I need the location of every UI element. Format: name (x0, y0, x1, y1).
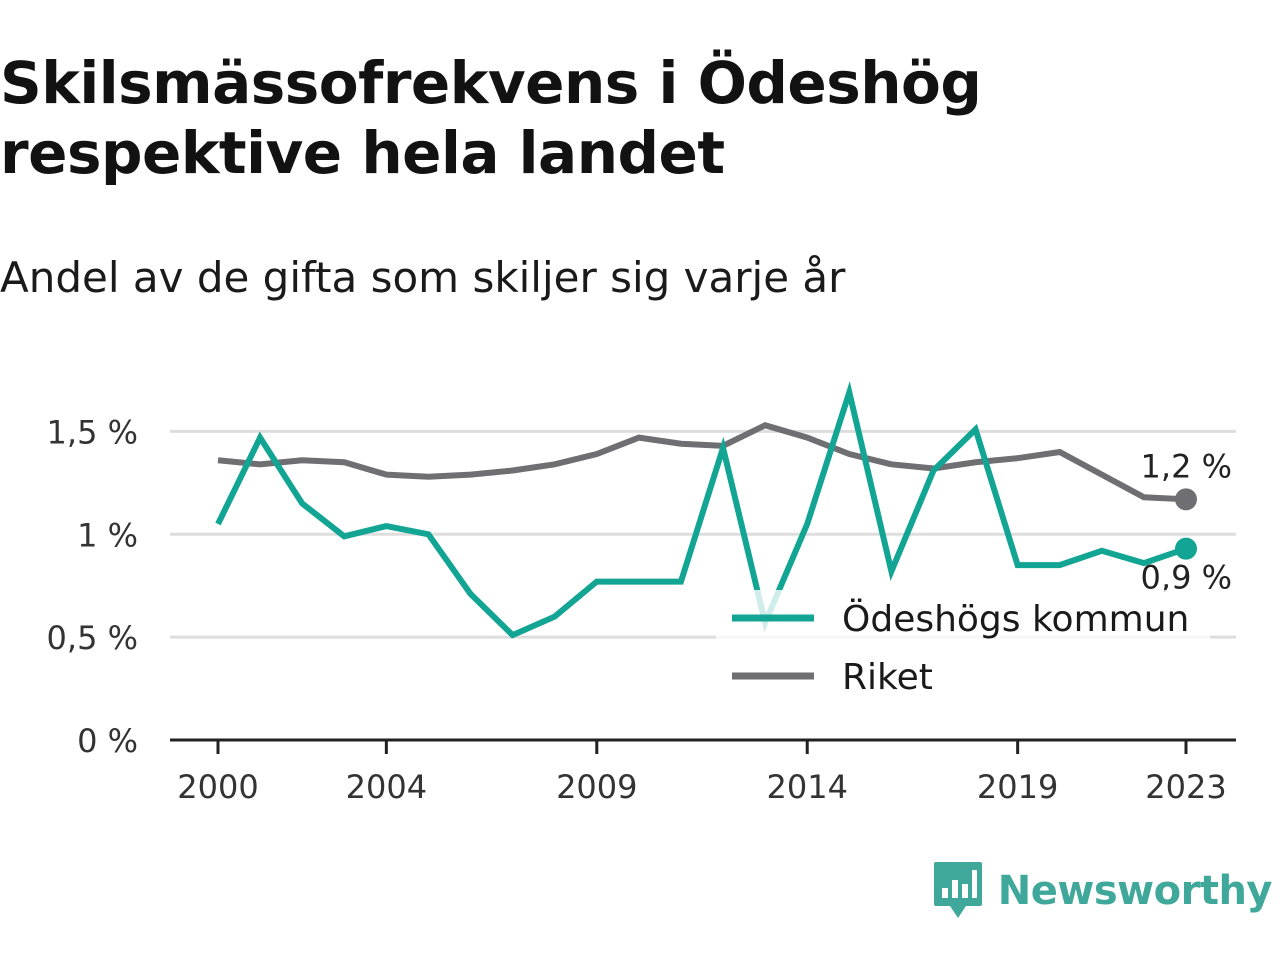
end-label-riket: 1,2 % (1141, 447, 1232, 485)
y-tick-label: 1 % (77, 516, 138, 554)
series-line-riket (217, 422, 1187, 503)
series-line-odeshog (215, 381, 1187, 639)
x-tick-label: 2023 (1145, 768, 1226, 806)
y-axis-ticks: 0 % 0,5 % 1 % 1,5 % (47, 413, 138, 760)
chart-subtitle: Andel av de gifta som skiljer sig varje … (0, 253, 846, 302)
y-tick-label: 1,5 % (47, 413, 138, 451)
legend-label-odeshog: Ödeshögs kommun (842, 598, 1189, 640)
x-tick-label: 2009 (556, 768, 637, 806)
series-lines: 1,2 %0,9 % (215, 381, 1232, 639)
legend-label-riket: Riket (842, 657, 933, 698)
x-tick-label: 2000 (177, 768, 258, 806)
end-point-odeshog (1175, 537, 1197, 560)
brand-name: Newsworthy (997, 868, 1273, 914)
y-tick-label: 0 % (77, 722, 138, 760)
newsworthy-logo: Newsworthy (932, 860, 1273, 922)
y-tick-label: 0,5 % (47, 619, 138, 657)
end-point-riket (1175, 488, 1197, 511)
chart-title: Skilsmässofrekvens i Ödeshög respektive … (0, 49, 982, 187)
newsworthy-bar-chart-icon (933, 862, 982, 918)
legend: Ödeshögs kommun Riket (716, 590, 1210, 698)
x-tick-label: 2019 (977, 768, 1058, 806)
x-tick-label: 2004 (346, 768, 427, 806)
x-axis-ticks: 2000 2004 2009 2014 2019 2023 (177, 740, 1227, 806)
x-tick-label: 2014 (766, 768, 847, 806)
